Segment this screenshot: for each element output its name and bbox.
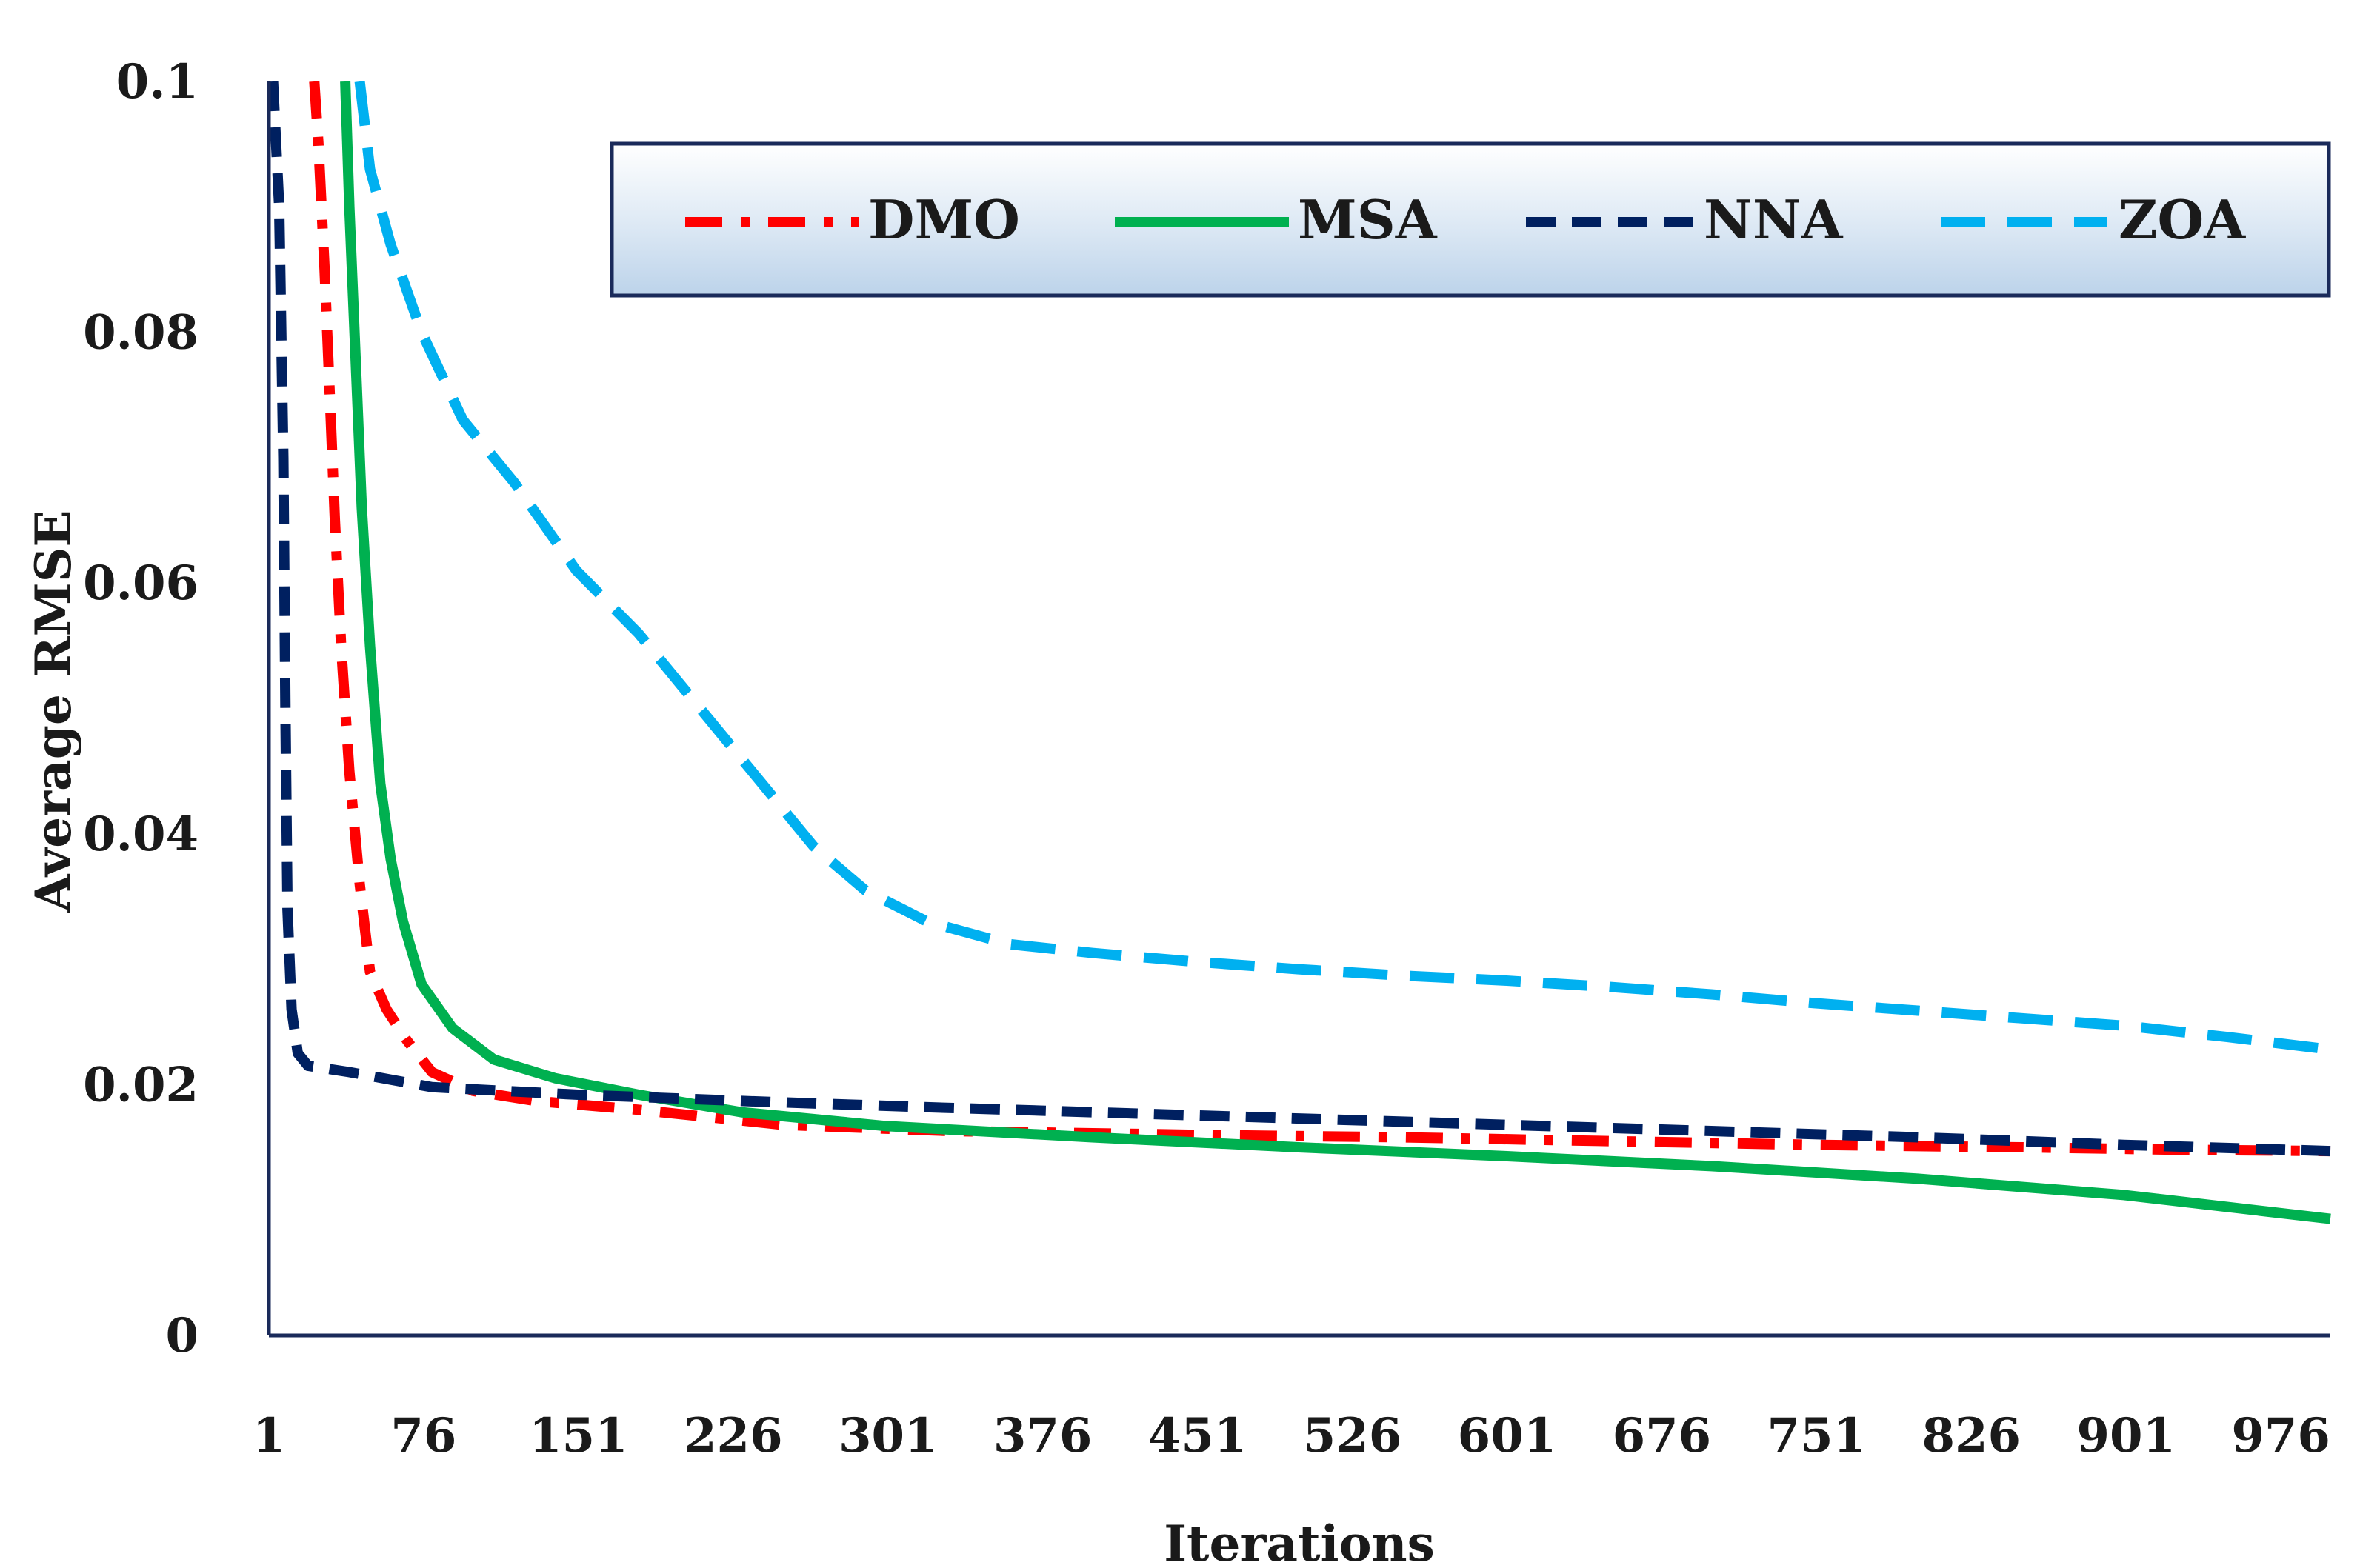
x-tick-label: 151 — [529, 1408, 628, 1464]
x-tick-label: 901 — [2076, 1408, 2176, 1464]
legend-item-zoa: ZOA — [1941, 188, 2246, 251]
legend: DMO MSA NNA ZOA — [610, 141, 2331, 298]
y-tick-label: 0 — [165, 1308, 199, 1364]
x-tick-label: 301 — [839, 1408, 938, 1464]
x-tick-label: 1 — [253, 1408, 286, 1464]
x-tick-label: 676 — [1613, 1408, 1712, 1464]
x-axis-title: Iterations — [1164, 1515, 1435, 1568]
x-tick-label: 526 — [1303, 1408, 1402, 1464]
y-tick-label: 0.1 — [116, 54, 199, 110]
x-tick-label: 976 — [2231, 1408, 2330, 1464]
x-tick-label: 376 — [993, 1408, 1093, 1464]
legend-item-dmo: DMO — [685, 188, 1020, 251]
series-layer — [267, 81, 2331, 1224]
y-tick-labels: 0 0.02 0.04 0.06 0.08 0.1 — [83, 54, 199, 1364]
x-tick-label: 76 — [390, 1408, 456, 1464]
y-tick-label: 0.04 — [83, 807, 199, 862]
y-tick-label: 0.06 — [83, 556, 199, 611]
x-tick-label: 751 — [1767, 1408, 1867, 1464]
y-tick-label: 0.08 — [83, 305, 199, 361]
legend-label-msa: MSA — [1298, 188, 1438, 251]
legend-label-nna: NNA — [1704, 188, 1844, 251]
y-axis-title: Average RMSE — [24, 510, 82, 913]
x-tick-labels: 1 76 151 226 301 376 451 526 601 676 751 826 901 976 — [253, 1408, 2330, 1464]
legend-item-msa: MSA — [1115, 188, 1438, 251]
x-tick-label: 226 — [684, 1408, 783, 1464]
series-line-zoa — [354, 81, 2331, 1055]
x-tick-label: 601 — [1458, 1408, 1557, 1464]
series-line-nna — [267, 81, 2331, 1157]
x-tick-label: 826 — [1921, 1408, 2021, 1464]
legend-label-zoa: ZOA — [2119, 188, 2246, 251]
legend-item-nna: NNA — [1526, 188, 1844, 251]
x-tick-label: 451 — [1148, 1408, 1247, 1464]
series-line-msa — [340, 81, 2331, 1224]
y-tick-label: 0.02 — [83, 1057, 199, 1112]
legend-label-dmo: DMO — [868, 188, 1020, 251]
